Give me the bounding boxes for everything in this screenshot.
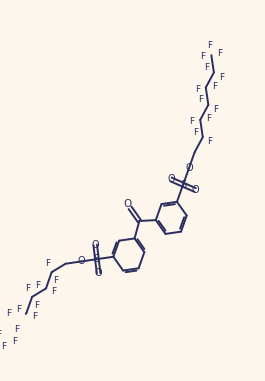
Text: F: F: [34, 301, 39, 310]
Text: F: F: [195, 85, 200, 94]
Text: F: F: [53, 276, 58, 285]
Text: F: F: [198, 96, 204, 104]
Text: F: F: [1, 342, 6, 351]
Text: O: O: [123, 199, 131, 209]
Text: F: F: [200, 52, 205, 61]
Text: F: F: [6, 309, 11, 318]
Text: O: O: [77, 256, 85, 266]
Text: F: F: [0, 330, 1, 339]
Text: S: S: [180, 180, 186, 190]
Text: F: F: [206, 114, 211, 123]
Text: F: F: [207, 42, 213, 50]
Text: F: F: [193, 128, 198, 137]
Text: F: F: [217, 49, 222, 58]
Text: F: F: [219, 73, 224, 82]
Text: O: O: [185, 163, 193, 173]
Text: F: F: [45, 259, 50, 268]
Text: F: F: [189, 117, 194, 126]
Text: O: O: [167, 174, 175, 184]
Text: O: O: [91, 240, 99, 250]
Text: F: F: [36, 280, 41, 290]
Text: F: F: [213, 105, 218, 114]
Text: F: F: [12, 337, 17, 346]
Text: F: F: [51, 287, 56, 296]
Text: O: O: [95, 268, 103, 279]
Text: F: F: [204, 63, 209, 72]
Text: S: S: [94, 254, 100, 264]
Text: F: F: [207, 138, 213, 146]
Text: F: F: [25, 284, 30, 293]
Text: O: O: [191, 185, 199, 195]
Text: F: F: [32, 312, 37, 321]
Text: F: F: [16, 305, 21, 314]
Text: F: F: [14, 325, 19, 335]
Text: F: F: [212, 82, 217, 91]
